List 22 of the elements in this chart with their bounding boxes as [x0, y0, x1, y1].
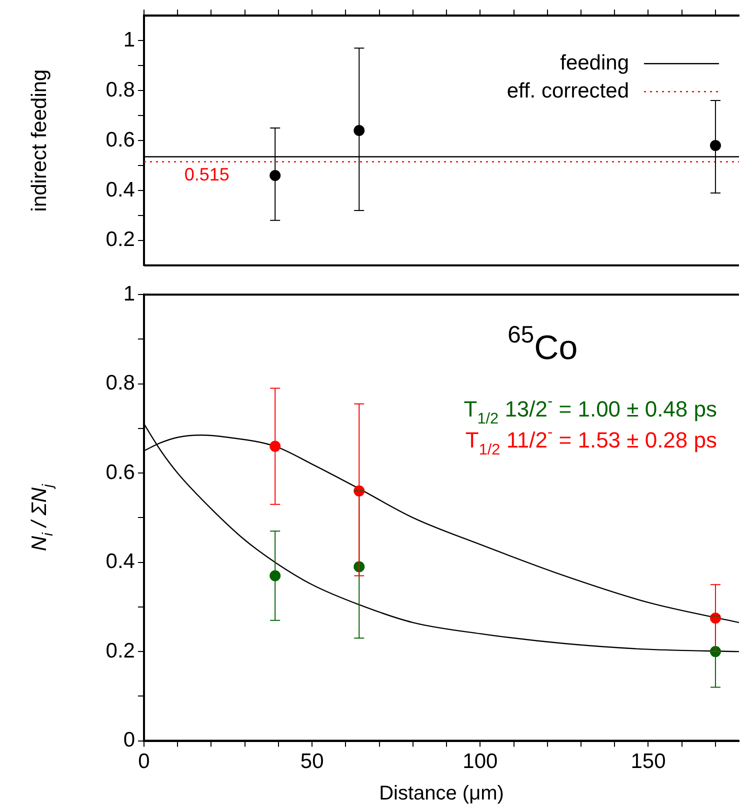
- y-tick-label: 0.2: [106, 639, 135, 662]
- y-axis-title: Ni / ΣNj: [28, 483, 56, 552]
- x-axis-title: Distance (μm): [379, 782, 504, 805]
- y-tick-label: 1: [123, 282, 135, 306]
- x-tick-label: 100: [462, 750, 498, 774]
- y-tick-label: 0.2: [106, 228, 135, 252]
- y-tick-label: 0.4: [106, 550, 136, 574]
- x-tick-label: 50: [300, 750, 324, 774]
- point: [270, 170, 281, 181]
- y-tick-label: 0: [123, 728, 135, 752]
- legend-label: feeding: [560, 51, 630, 74]
- y-tick-label: 0.8: [106, 372, 135, 395]
- y-tick-label: 0.6: [106, 128, 135, 152]
- y-axis-title: indirect feeding: [28, 69, 51, 212]
- y-tick-label: 0.4: [106, 178, 136, 202]
- y-tick-label: 0.6: [106, 460, 135, 484]
- x-tick-label: 150: [630, 750, 666, 774]
- x-tick-label: 0: [138, 750, 150, 774]
- legend-label: eff. corrected: [506, 79, 630, 102]
- annotation: 0.515: [184, 164, 230, 185]
- y-tick-label: 0.8: [106, 78, 135, 102]
- y-tick-label: 1: [123, 28, 135, 52]
